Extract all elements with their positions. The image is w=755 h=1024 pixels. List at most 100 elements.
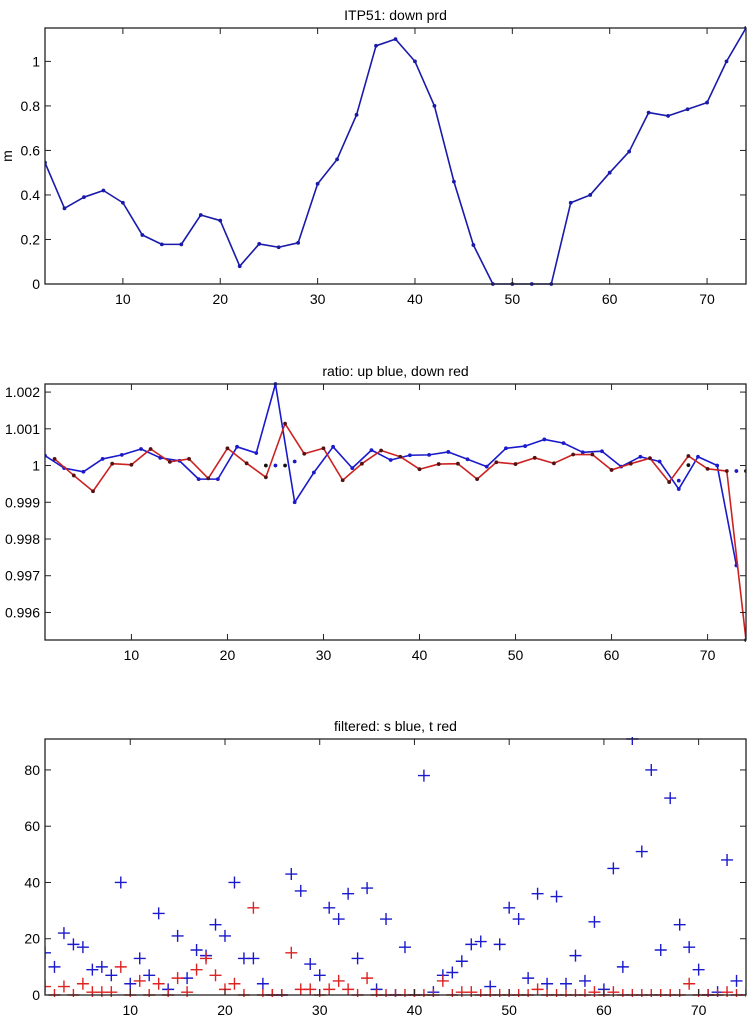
y-tick-label: 60 [24,818,40,834]
data-point-up [580,450,585,455]
data-point-down [417,467,422,472]
data-point-down [129,462,134,467]
data-point-t [683,977,696,990]
data-point-s [493,938,506,951]
data-point-s [541,977,554,990]
data-point-t [133,974,146,987]
data-point-t [152,977,165,990]
data-point-s [446,966,459,979]
data-point-s [218,929,231,942]
y-tick-label: 1 [32,458,40,474]
data-point-down prd [393,37,398,42]
data-point-t [57,980,70,993]
data-point-down prd [413,59,417,64]
x-tick-label: 60 [604,647,620,663]
data-point-down prd [257,242,262,246]
data-point-up [81,469,86,474]
panel-prd: ITP51: down prd m 10 20 30 40 50 60 70 0 0.2 0.4 0… [0,7,747,307]
data-point-s [417,769,430,782]
data-point-down prd [335,157,339,162]
data-point-t [304,983,317,996]
data-point-down [532,455,537,460]
data-point-s [692,963,705,976]
x-tick-label: 70 [691,1002,707,1018]
data-point-s [654,943,667,956]
data-point-down [187,457,191,461]
x-tick-label: 20 [217,1002,233,1018]
data-point-down prd [705,100,709,105]
data-point-up [388,458,393,462]
data-point-t [190,963,203,976]
data-point-down prd [374,43,378,48]
data-point-down [513,462,518,466]
data-point-s [351,952,364,965]
data-point-down prd [354,112,359,117]
data-point-s [76,941,89,954]
data-point-up [235,444,239,449]
data-point-down [398,454,403,459]
series-layer [45,26,746,286]
data-point-t [114,960,127,973]
data-point-s [550,890,563,903]
data-point-s [114,876,127,889]
data-point-t [332,974,345,987]
data-point-s [607,862,620,875]
data-point-down [91,489,95,494]
data-point-down [283,421,287,426]
x-tick-label: 10 [115,291,131,307]
x-tick-label: 50 [508,647,524,663]
data-point-t [247,901,260,914]
data-point-down [148,447,153,451]
x-tick-label: 20 [220,647,236,663]
data-point-down prd [471,243,476,247]
data-point-up [254,451,259,455]
data-point-down prd [607,170,612,175]
data-point-up [504,446,508,451]
data-point-up [350,466,355,471]
data-point-down prd [724,59,729,64]
panel-ratio: ratio: up blue, down red 10 20 30 40 50 60 70 0… [5,363,747,663]
data-point-s [673,918,686,931]
data-point-s [512,913,525,926]
y-tick-label: 0.2 [21,231,41,247]
data-point-down [263,475,268,480]
data-point-up [119,452,124,457]
data-point-down prd [432,104,437,108]
data-point-down prd [198,213,203,217]
data-point-t [76,977,89,990]
data-point-s [133,952,146,965]
data-point-up [715,463,720,468]
data-point-up [523,444,528,448]
data-point-s [105,969,118,982]
data-point-t [209,969,222,982]
data-point-t [105,986,118,997]
y-tick-label: 20 [24,931,40,947]
data-point-down [52,457,57,461]
y-tick-label: 40 [24,874,40,890]
data-point-down [609,468,614,472]
x-tick-label: 70 [699,291,715,307]
data-point-s [398,941,411,954]
y-tick-label: 0 [32,276,40,292]
plot-area-prd: 10 20 30 40 50 60 70 0 0.2 0.4 0.6 0.8 1 [21,26,747,307]
data-point-up [292,500,297,505]
data-point-s [588,915,601,928]
data-point-down prd [159,242,164,247]
y-axis-label-prd: m [0,150,15,162]
data-point-t [361,972,374,985]
data-point-s [465,938,478,951]
data-point-t [45,980,51,993]
data-point-down prd [120,200,125,205]
data-point-s [323,901,336,914]
data-point-down prd [588,193,593,197]
data-point-s [569,949,582,962]
data-point-down [648,456,652,461]
data-point-up [408,453,412,458]
data-point-s [578,974,591,987]
x-tick-label: 70 [700,647,716,663]
data-point-down [590,452,595,457]
axes-frame [44,383,747,641]
data-point-down [71,473,76,478]
data-point-down prd [179,242,184,247]
x-tick-label: 10 [124,647,140,663]
